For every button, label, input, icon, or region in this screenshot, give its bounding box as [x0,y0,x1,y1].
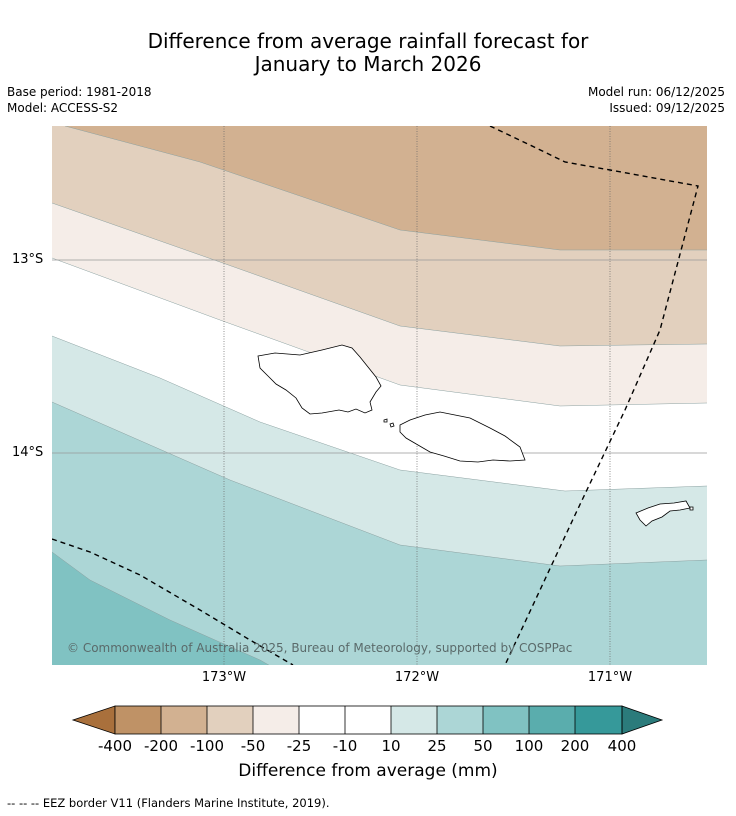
title-line-2: January to March 2026 [254,52,482,76]
colorbar-segment-3 [207,706,253,734]
apolima-island [389,422,395,428]
colorbar-segment-5 [299,706,345,734]
colorbar-segment-10 [529,706,575,734]
x-tick-171w: 171°W [587,670,633,685]
colorbar-label: -10 [332,737,358,755]
colorbar-label: 50 [473,737,493,755]
band-plus-25 [52,402,707,665]
metadata-left: Base period: 1981-2018 Model: ACCESS-S2 [7,84,152,116]
model-run-text: Model run: 06/12/2025 [587,85,725,99]
tutuila-island [635,500,691,527]
x-tick-173w: 173°W [201,670,247,685]
colorbar-label: -25 [286,737,312,755]
colorbar-outline [114,705,623,735]
contour-edges [52,126,707,665]
colorbar-segment-4 [253,706,299,734]
colorbar-segment-6 [345,706,391,734]
upolu-island [399,411,526,463]
colorbar-label: 25 [427,737,447,755]
base-period-text: Base period: 1981-2018 [7,85,152,99]
colorbar-label: 100 [514,737,544,755]
colorbar-segment-11 [575,706,622,734]
colorbar-label: 200 [560,737,590,755]
metadata-right: Model run: 06/12/2025 Issued: 09/12/2025 [588,84,725,116]
y-tick-13s: 13°S [12,252,44,267]
islands [257,344,694,527]
colorbar-label: -400 [97,737,133,755]
colorbar-title: Difference from average (mm) [238,761,498,781]
colorbar-segment-9 [483,706,529,734]
colorbar-low-extension [71,705,116,735]
map-area [52,126,707,665]
issued-text: Issued: 09/12/2025 [609,101,725,115]
colorbar [71,705,664,735]
colorbar-label: -50 [240,737,266,755]
colorbar-high-extension [621,705,664,735]
colorbar-label: 10 [381,737,401,755]
colorbar-label: -100 [189,737,225,755]
colorbar-segment-1 [115,706,161,734]
model-text: Model: ACCESS-S2 [7,101,119,115]
manono-island [383,418,388,423]
eez-legend-note: -- -- -- EEZ border V11 (Flanders Marine… [7,796,330,810]
y-tick-14s: 14°S [12,445,44,460]
colorbar-segment-7 [391,706,437,734]
band-plus-50 [52,552,269,665]
colorbar-label: -200 [143,737,179,755]
colorbar-segment-8 [437,706,483,734]
x-tick-172w: 172°W [394,670,440,685]
savaii-island [257,344,382,415]
colorbar-segment-2 [161,706,207,734]
copyright-notice: © Commonwealth of Australia 2025, Bureau… [67,641,573,655]
colorbar-label: 400 [607,737,637,755]
latitude-gridlines [52,259,707,454]
map-title: Difference from average rainfall forecas… [0,30,736,76]
aunuu-island [689,506,694,511]
title-line-1: Difference from average rainfall forecas… [147,29,589,53]
eez-border [52,126,699,665]
colorbar-dividers [160,706,576,734]
